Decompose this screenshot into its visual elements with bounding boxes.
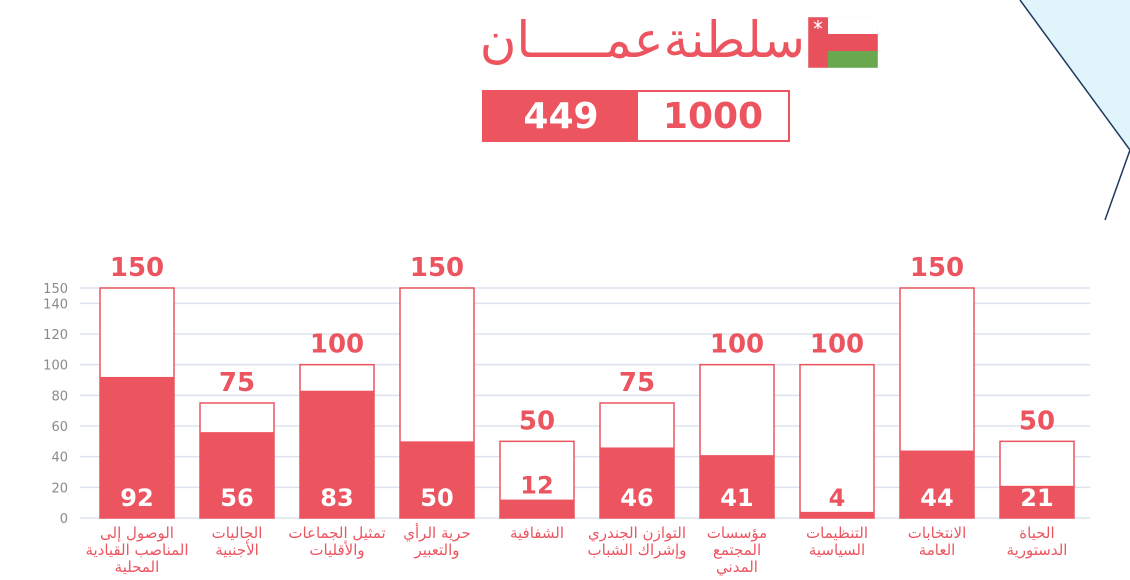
bar-achieved [100,376,174,518]
category-label: الدستورية [1007,541,1068,559]
score-value-label: 83 [320,484,353,512]
y-tick-label: 100 [43,359,68,374]
oman-flag-icon [808,17,878,68]
score-achieved: 449 [484,92,638,140]
y-tick-label: 80 [51,389,68,404]
score-value-label: 41 [720,484,753,512]
category-label: الشفافية [510,524,564,542]
score-value-label: 50 [420,484,453,512]
category-label: التنظيمات [806,524,868,542]
category-label: المدني [716,558,758,577]
category-label: والتعبير [413,541,459,559]
category-label: الوصول إلى [100,524,174,542]
score-value-label: 21 [1020,484,1053,512]
category-label: الحياة [1019,524,1054,542]
country-title: سلطنةعمـــــان [479,11,805,69]
score-value-label: 12 [520,472,553,500]
score-value-label: 4 [829,484,846,512]
category-label: الانتخابات [908,524,967,542]
y-tick-label: 20 [51,481,68,496]
max-value-label: 50 [519,406,555,436]
header: سلطنةعمـــــان [440,8,890,78]
category-label: المجتمع [713,541,761,559]
category-label: الجاليات [212,524,263,542]
category-label: التوازن الجندري [588,524,686,543]
category-label: والأقليات [309,540,364,559]
max-value-label: 75 [219,368,255,398]
score-value-label: 56 [220,484,253,512]
category-label: تمثيل الجماعات [288,524,385,542]
bar-achieved [700,455,774,518]
bar-max [799,363,875,519]
score-value-label: 92 [120,484,153,512]
corner-decoration [1019,0,1130,221]
bar-achieved [900,450,974,518]
y-tick-label: 60 [51,420,68,435]
score-box: 449 1000 [482,90,790,142]
y-tick-label: 140 [43,297,68,312]
category-label: العامة [919,541,956,559]
max-value-label: 75 [619,368,655,398]
bar-achieved [400,441,474,518]
y-tick-label: 150 [43,282,68,297]
bar-achieved [500,499,574,518]
bar-achieved [200,432,274,518]
bar-achieved [800,511,874,518]
max-value-label: 150 [110,253,164,283]
category-label: السياسية [809,541,865,559]
score-value-label: 46 [620,484,653,512]
y-tick-label: 40 [51,451,68,466]
bar-achieved [300,390,374,518]
max-value-label: 100 [810,330,864,360]
score-max: 1000 [638,92,788,140]
max-value-label: 100 [310,330,364,360]
bar-achieved [600,447,674,518]
max-value-label: 50 [1019,406,1055,436]
max-value-label: 150 [910,253,964,283]
y-tick-label: 0 [60,512,68,527]
category-label: المحلية [115,558,160,576]
category-label: المناصب القيادية [85,541,188,559]
category-label: الأجنبية [215,540,259,559]
max-value-label: 150 [410,253,464,283]
category-label: حرية الرأي [403,523,470,543]
y-tick-label: 120 [43,328,68,343]
max-value-label: 100 [710,330,764,360]
score-value-label: 44 [920,484,953,512]
category-label: وإشراك الشباب [588,541,687,559]
category-label: مؤسسات [707,524,767,542]
bar-achieved [1000,485,1074,518]
